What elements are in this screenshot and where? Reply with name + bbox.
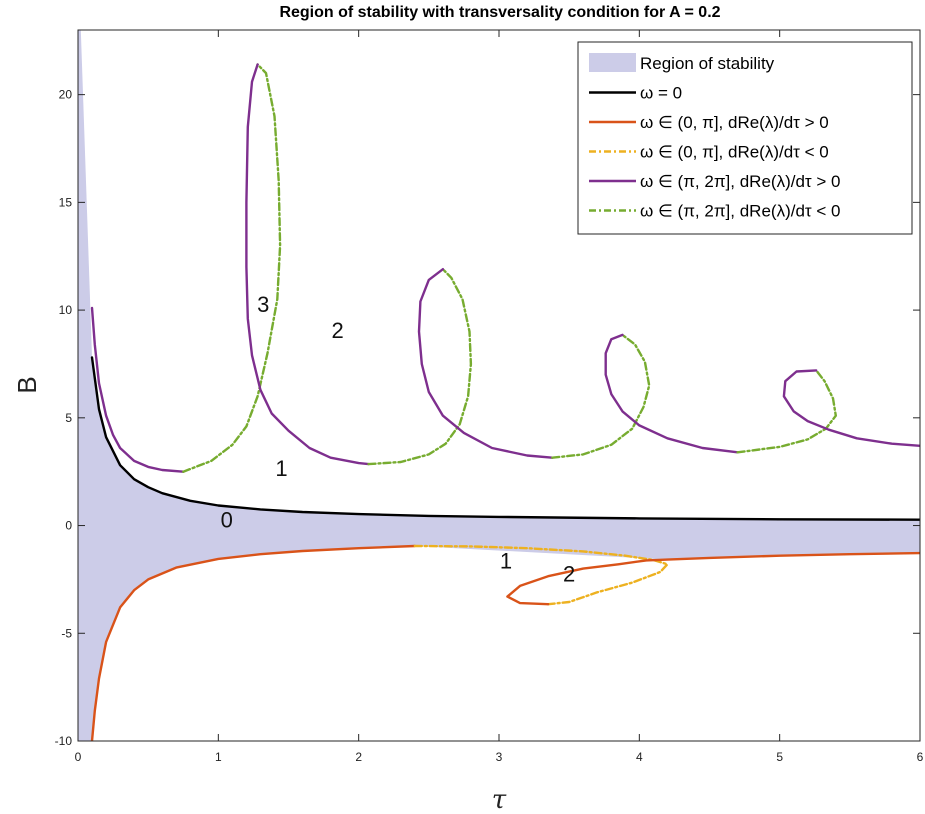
region-labels: 0 1 3 2 1 2 bbox=[221, 292, 576, 586]
x-tick-label: 6 bbox=[917, 750, 924, 764]
legend: Region of stability ω = 0 ω ∈ (0, π], dRe(… bbox=[577, 41, 913, 235]
curve-second-pos-6 bbox=[245, 63, 370, 466]
y-tick-label: 10 bbox=[59, 303, 73, 317]
legend-label-1: ω = 0 bbox=[640, 84, 682, 103]
y-tick-label: 5 bbox=[65, 411, 72, 425]
y-axis-label: B bbox=[12, 376, 42, 393]
x-tick-label: 1 bbox=[215, 750, 222, 764]
region-label-2: 3 bbox=[257, 292, 269, 317]
curve-first-pos-1 bbox=[90, 544, 416, 741]
y-tick-label: 15 bbox=[59, 195, 73, 209]
curve-second-neg-7 bbox=[367, 268, 473, 466]
y-tick-label: -10 bbox=[55, 734, 73, 748]
legend-label-4: ω ∈ (π, 2π], dRe(λ)/dτ > 0 bbox=[640, 172, 840, 191]
x-tick-label: 3 bbox=[496, 750, 503, 764]
legend-label-3: ω ∈ (0, π], dRe(λ)/dτ < 0 bbox=[640, 143, 829, 162]
curve-second-neg-5 bbox=[182, 63, 282, 473]
x-tick-label: 2 bbox=[355, 750, 362, 764]
curve-first-pos-3 bbox=[506, 551, 920, 606]
legend-label-2: ω ∈ (0, π], dRe(λ)/dτ > 0 bbox=[640, 113, 829, 132]
y-tick-label: 0 bbox=[65, 519, 72, 533]
x-tick-label: 5 bbox=[776, 750, 783, 764]
curve-second-pos-12 bbox=[782, 369, 920, 447]
curve-second-pos-4 bbox=[90, 306, 185, 473]
region-label-4: 1 bbox=[500, 549, 512, 574]
y-tick-label: -5 bbox=[61, 626, 72, 640]
legend-swatch-region bbox=[589, 53, 636, 72]
legend-label-0: Region of stability bbox=[640, 54, 775, 73]
x-tick-label: 0 bbox=[75, 750, 82, 764]
x-tick-label: 4 bbox=[636, 750, 643, 764]
region-label-0: 0 bbox=[221, 508, 233, 533]
chart-title: Region of stability with transversality … bbox=[279, 4, 720, 21]
region-label-3: 2 bbox=[331, 318, 343, 343]
legend-box bbox=[577, 41, 913, 235]
curve-second-pos-8 bbox=[417, 268, 554, 459]
legend-label-5: ω ∈ (π, 2π], dRe(λ)/dτ < 0 bbox=[640, 202, 840, 221]
curve-omega-zero-0 bbox=[90, 356, 920, 521]
region-label-1: 1 bbox=[275, 456, 287, 481]
curve-first-neg-2 bbox=[413, 544, 669, 606]
curve-second-neg-9 bbox=[551, 333, 651, 459]
x-axis-label: τ bbox=[492, 785, 507, 814]
curve-second-pos-10 bbox=[604, 333, 739, 454]
y-tick-label: 20 bbox=[59, 88, 73, 102]
region-label-5: 2 bbox=[563, 562, 575, 587]
curves-layer bbox=[90, 63, 920, 741]
curve-second-neg-11 bbox=[736, 369, 837, 454]
